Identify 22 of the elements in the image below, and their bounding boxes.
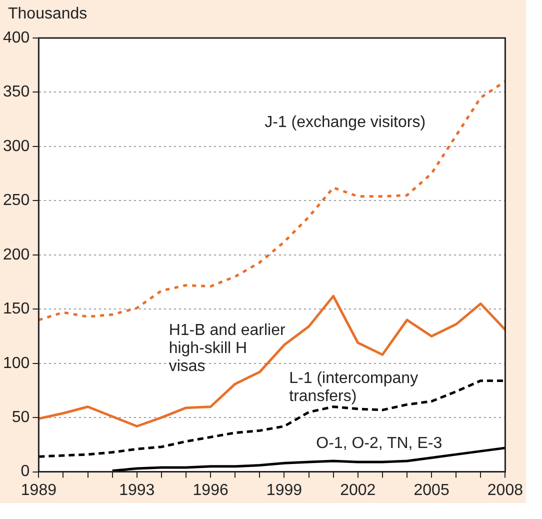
- y-tick-label: 400: [2, 29, 30, 46]
- y-tick-label: 0: [20, 463, 30, 480]
- series-label: H1-B and earlier high-skill H visas: [168, 322, 286, 376]
- x-tick-label: 2005: [414, 482, 450, 499]
- series-label: L-1 (intercompany transfers): [289, 370, 418, 405]
- line-series: [38, 80, 506, 322]
- y-tick-label: 300: [2, 138, 30, 155]
- x-tick-label: 2002: [340, 482, 376, 499]
- x-tick-label: 1999: [266, 482, 302, 499]
- series-label: J-1 (exchange visitors): [264, 114, 426, 131]
- x-tick-label: 1993: [119, 482, 155, 499]
- x-tick-label: 2008: [487, 482, 524, 499]
- y-tick-label: 250: [2, 192, 30, 210]
- y-tick-label: 50: [12, 408, 30, 426]
- x-tick-label: 1989: [20, 482, 57, 499]
- y-tick-label: 200: [2, 246, 30, 264]
- y-axis-title: Thousands: [8, 5, 88, 22]
- y-tick-label: 150: [2, 300, 30, 318]
- series-label: O-1, O-2, TN, E-3: [316, 434, 442, 452]
- y-tick-label: 350: [2, 84, 30, 101]
- x-tick-label: 1996: [192, 482, 228, 499]
- y-tick-label: 100: [2, 354, 30, 372]
